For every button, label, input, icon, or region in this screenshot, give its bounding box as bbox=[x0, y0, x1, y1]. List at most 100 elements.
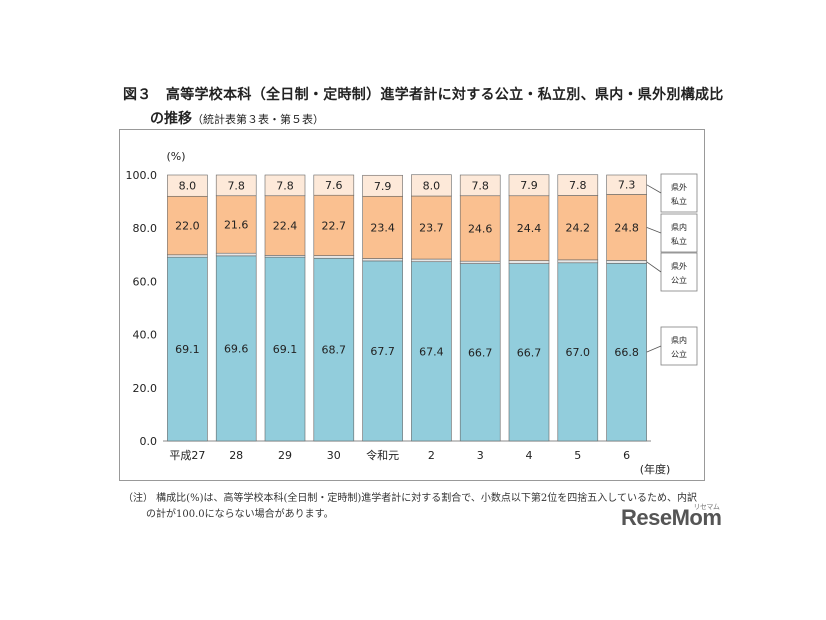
data-label: 7.8 bbox=[276, 179, 294, 192]
y-tick-label: 100.0 bbox=[126, 169, 158, 182]
x-tick-label: 平成27 bbox=[169, 449, 205, 462]
chart-title-line2: の推移（統計表第３表・第５表） bbox=[150, 108, 324, 128]
data-label: 66.8 bbox=[614, 346, 639, 359]
data-label: 7.8 bbox=[569, 179, 587, 192]
data-label: 24.8 bbox=[614, 221, 639, 234]
data-label: 23.4 bbox=[370, 221, 395, 234]
data-label: 8.0 bbox=[179, 180, 197, 193]
bar-segment bbox=[362, 260, 403, 442]
y-tick-label: 40.0 bbox=[133, 329, 158, 342]
bar-segment bbox=[362, 174, 403, 197]
y-axis-label: (%) bbox=[166, 150, 185, 163]
data-label: 24.6 bbox=[468, 222, 493, 235]
legend-label-line1: 県外 bbox=[671, 182, 687, 192]
data-label: 21.6 bbox=[224, 218, 249, 231]
data-label: 7.6 bbox=[325, 179, 343, 192]
data-label: 67.4 bbox=[419, 345, 444, 358]
bar-segment bbox=[508, 174, 550, 197]
x-tick-label: 6 bbox=[623, 449, 630, 462]
data-label: 23.7 bbox=[419, 222, 444, 235]
data-label: 22.0 bbox=[175, 220, 200, 233]
bar-segment bbox=[508, 195, 550, 261]
legend-label-line1: 県内 bbox=[671, 335, 687, 345]
bar-segment bbox=[264, 174, 306, 197]
legend-box bbox=[660, 326, 698, 366]
bar-segment bbox=[264, 256, 306, 442]
bar-segment bbox=[557, 174, 599, 196]
x-tick-label: 3 bbox=[477, 449, 484, 462]
data-label: 66.7 bbox=[517, 346, 542, 359]
y-tick-label: 0.0 bbox=[140, 435, 158, 448]
data-label: 22.4 bbox=[273, 220, 298, 233]
y-tick-label: 60.0 bbox=[133, 275, 158, 288]
data-label: 68.7 bbox=[322, 344, 347, 357]
x-tick-label: 28 bbox=[229, 449, 243, 462]
data-label: 67.0 bbox=[566, 346, 591, 359]
data-label: 7.8 bbox=[471, 179, 489, 192]
bar-segment bbox=[215, 195, 257, 254]
data-label: 69.1 bbox=[175, 343, 200, 356]
x-tick-label: 30 bbox=[327, 449, 341, 462]
data-label: 69.1 bbox=[273, 343, 298, 356]
data-label: 7.9 bbox=[520, 179, 538, 192]
bar-segment bbox=[313, 174, 355, 196]
data-label: 7.8 bbox=[227, 179, 245, 192]
data-label: 24.4 bbox=[517, 222, 542, 235]
footnote-line2: の計が100.0にならない場合があります。 bbox=[146, 509, 334, 520]
x-tick-label: 4 bbox=[526, 449, 533, 462]
legend-leader-line bbox=[646, 345, 662, 353]
legend-label-line2: 公立 bbox=[671, 275, 687, 285]
bar-segment bbox=[362, 195, 403, 259]
data-label: 24.2 bbox=[566, 222, 591, 235]
legend-box bbox=[660, 213, 698, 253]
chart-title-line1: 図３ 高等学校本科（全日制・定時制）進学者計に対する公立・私立別、県内・県外別構… bbox=[123, 87, 724, 103]
x-tick-label: 令和元 bbox=[366, 448, 399, 462]
logo-sup: リセマム bbox=[693, 504, 720, 511]
data-label: 8.0 bbox=[423, 179, 441, 192]
bar-segment bbox=[411, 261, 452, 442]
bar-segment bbox=[508, 263, 550, 442]
data-label: 66.7 bbox=[468, 346, 493, 359]
bar-segment bbox=[313, 257, 355, 442]
x-tick-label: 29 bbox=[278, 449, 292, 462]
chart-frame: 0.020.040.060.080.0100.0(%)69.10.922.08.… bbox=[119, 129, 705, 481]
data-label: 67.7 bbox=[370, 345, 395, 358]
data-label: 22.7 bbox=[322, 219, 347, 232]
resemom-logo: ReseMom リセマム bbox=[621, 504, 722, 531]
x-axis-label: (年度) bbox=[640, 462, 671, 476]
x-tick-label: 5 bbox=[574, 449, 581, 462]
footnote: （注） 構成比(%)は、高等学校本科(全日制・定時制)進学者計に対する割合で、小… bbox=[123, 491, 697, 523]
y-tick-label: 20.0 bbox=[133, 382, 158, 395]
legend-label-line2: 公立 bbox=[671, 349, 687, 359]
legend-box bbox=[660, 173, 698, 213]
data-label: 7.9 bbox=[374, 180, 392, 193]
legend-label-line2: 私立 bbox=[671, 196, 687, 206]
logo-text: ReseMom bbox=[621, 505, 722, 530]
y-tick-label: 80.0 bbox=[133, 222, 158, 235]
bar-segment bbox=[606, 263, 647, 442]
bar-segment bbox=[167, 174, 208, 197]
bar-segment bbox=[459, 195, 501, 262]
legend-label-line2: 私立 bbox=[671, 236, 687, 246]
data-label: 69.6 bbox=[224, 342, 249, 355]
bar-segment bbox=[167, 256, 208, 442]
legend-label-line1: 県内 bbox=[671, 222, 687, 232]
bar-segment bbox=[411, 174, 452, 197]
bar-segment bbox=[557, 262, 599, 442]
legend-leader-line bbox=[646, 227, 662, 234]
legend-label-line1: 県外 bbox=[671, 261, 687, 271]
chart-title-main: の推移 bbox=[150, 111, 192, 127]
bar-segment bbox=[215, 255, 257, 442]
data-label: 7.3 bbox=[618, 179, 636, 192]
legend-box bbox=[660, 252, 698, 292]
bar-segment bbox=[459, 174, 501, 197]
legend-leader-line bbox=[646, 184, 662, 194]
chart-title-source: （統計表第３表・第５表） bbox=[192, 113, 324, 126]
x-tick-label: 2 bbox=[428, 449, 435, 462]
bar-segment bbox=[264, 195, 306, 256]
bar-segment bbox=[313, 194, 355, 256]
legend-leader-line bbox=[646, 261, 662, 273]
footnote-line1: （注） 構成比(%)は、高等学校本科(全日制・定時制)進学者計に対する割合で、小… bbox=[123, 493, 697, 504]
bar-segment bbox=[215, 174, 257, 197]
stacked-bar-chart: 0.020.040.060.080.0100.0(%)69.10.922.08.… bbox=[126, 150, 698, 476]
